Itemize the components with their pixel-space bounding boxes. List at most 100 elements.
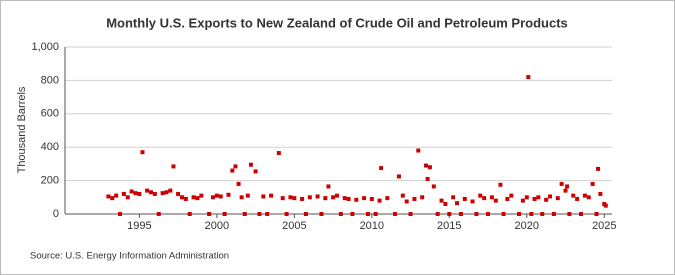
point — [462, 196, 467, 201]
point — [551, 212, 556, 216]
point — [319, 212, 324, 216]
point — [214, 193, 219, 198]
y-tick-label: 400 — [41, 141, 59, 153]
point — [257, 212, 262, 216]
point — [548, 194, 553, 199]
point — [288, 195, 293, 200]
point — [191, 195, 196, 200]
point — [526, 75, 531, 80]
point — [520, 198, 525, 203]
point — [334, 193, 339, 198]
point — [482, 196, 487, 201]
point — [149, 190, 154, 195]
point — [269, 193, 274, 198]
point — [509, 193, 514, 198]
point — [160, 191, 165, 196]
point — [575, 196, 580, 201]
point — [544, 197, 549, 202]
point — [303, 212, 308, 216]
point — [451, 195, 456, 200]
point — [517, 212, 522, 216]
point — [125, 195, 130, 200]
point — [400, 193, 405, 198]
point — [284, 212, 289, 216]
point — [118, 212, 123, 216]
point — [555, 196, 560, 201]
point — [567, 212, 572, 216]
point — [396, 174, 401, 179]
y-tick-label: 800 — [41, 74, 59, 86]
point — [439, 198, 444, 203]
point — [195, 196, 200, 201]
point — [292, 196, 297, 201]
point — [110, 196, 115, 201]
point — [145, 188, 150, 193]
point — [373, 212, 378, 216]
point — [501, 212, 506, 216]
point — [261, 194, 266, 199]
point — [331, 195, 336, 200]
point — [598, 191, 603, 196]
point — [346, 196, 351, 201]
x-tick-label: 2015 — [437, 220, 461, 232]
x-tick-label: 2010 — [360, 220, 384, 232]
point — [171, 164, 176, 169]
x-tick-label: 1995 — [127, 220, 151, 232]
point — [362, 196, 367, 201]
y-tick-label: 200 — [41, 175, 59, 187]
point — [307, 195, 312, 200]
point — [590, 181, 595, 186]
point — [239, 195, 244, 200]
point — [248, 162, 253, 167]
point — [210, 195, 215, 200]
point — [478, 193, 483, 198]
point — [435, 212, 440, 216]
point — [152, 191, 157, 196]
point — [245, 193, 250, 198]
point — [187, 212, 192, 216]
point — [529, 212, 534, 216]
point — [408, 212, 413, 216]
point — [300, 196, 305, 201]
point — [326, 184, 331, 189]
point — [416, 148, 421, 153]
point — [455, 201, 460, 206]
x-tick-label: 2020 — [515, 220, 539, 232]
point — [233, 164, 238, 169]
point — [427, 165, 432, 170]
point — [447, 212, 452, 216]
point — [350, 212, 355, 216]
point — [579, 212, 584, 216]
point — [230, 168, 235, 173]
point — [133, 191, 138, 196]
point — [222, 212, 227, 216]
point — [565, 184, 570, 189]
point — [253, 169, 258, 174]
point — [424, 163, 429, 168]
point — [377, 198, 382, 203]
point — [594, 212, 599, 216]
point — [140, 150, 145, 155]
point — [524, 195, 529, 200]
point — [458, 212, 463, 216]
point — [129, 189, 134, 194]
point — [207, 212, 212, 216]
point — [571, 193, 576, 198]
point — [338, 212, 343, 216]
point — [486, 212, 491, 216]
point — [493, 198, 498, 203]
point — [323, 196, 328, 201]
point — [176, 191, 181, 196]
point — [385, 196, 390, 201]
y-tick-label: 0 — [53, 208, 59, 220]
point — [559, 181, 564, 186]
point — [443, 201, 448, 206]
point — [342, 196, 347, 201]
point — [199, 193, 204, 198]
point — [137, 191, 142, 196]
point — [582, 193, 587, 198]
point — [586, 195, 591, 200]
point — [354, 197, 359, 202]
point — [114, 193, 119, 198]
point — [536, 195, 541, 200]
